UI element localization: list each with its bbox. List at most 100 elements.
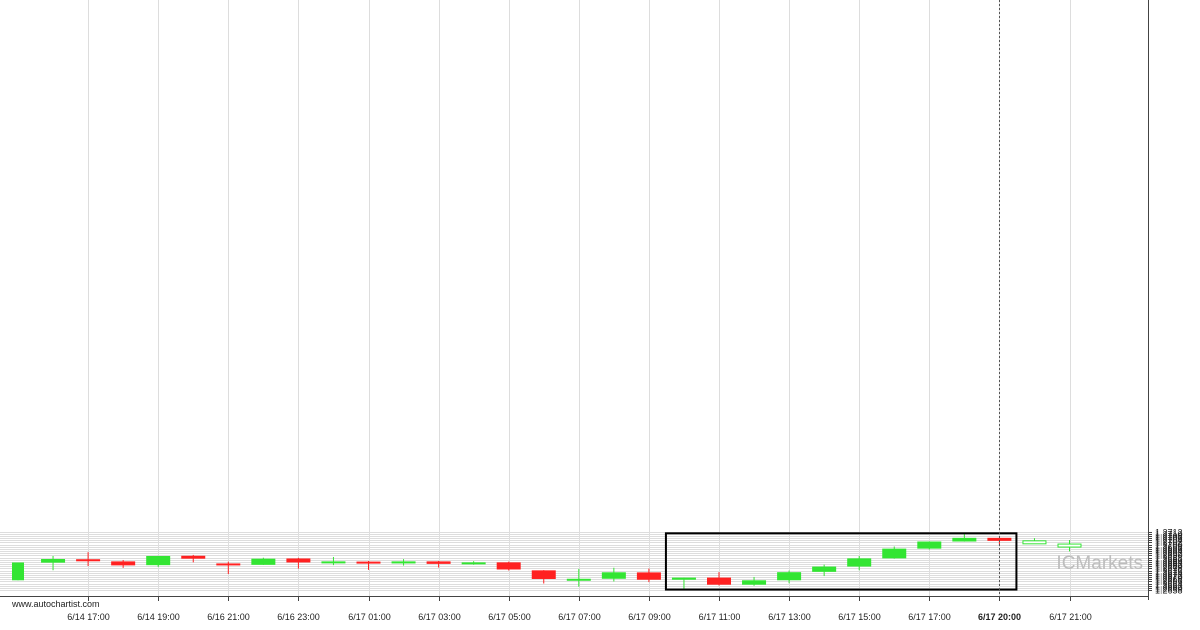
candle-bullish [952,533,977,542]
candle-body [707,577,731,585]
candle-bearish [707,572,731,586]
candlesticks [12,533,1082,590]
candle-body [917,541,942,549]
y-tick-label: 1.2686 [1155,556,1183,566]
y-tick-label: 1.2674 [1155,569,1183,579]
candle-bullish [321,556,346,566]
x-tick-label: 6/17 05:00 [488,612,531,622]
candle-body [777,572,802,581]
candle-bearish [216,561,241,575]
candle-bearish [426,560,451,568]
y-tick-label: 1.2696 [1155,545,1183,555]
candle-body [812,566,837,572]
candle-bullish [847,555,872,571]
candle-bullish [671,577,696,590]
y-tick-label: 1.2680 [1155,562,1183,572]
candle-body [251,558,276,565]
watermark-text: www.autochartist.com [11,599,100,609]
candle-body [216,563,241,566]
pattern-highlight-box [664,532,1018,591]
x-tick-label: 6/16 23:00 [277,612,320,622]
candle-bearish [286,557,311,569]
candle-body [952,537,977,542]
candle-body [12,562,24,581]
candle-bullish [251,557,276,565]
candle-body [601,572,626,579]
candle-body [1057,543,1082,548]
y-tick-label: 1.2688 [1155,554,1183,564]
candle-bullish [917,541,942,550]
candle-body [742,580,767,585]
candle-bullish [777,570,802,584]
y-tick-label: 1.2700 [1155,541,1183,551]
y-tick-label: 1.2662 [1155,582,1183,592]
candle-bearish [181,554,206,563]
candle-bearish [356,561,381,570]
candle-bearish [76,552,101,567]
y-tick-label: 1.2670 [1155,573,1183,583]
candle-body [882,548,907,559]
candle-body [496,562,521,570]
candle-body [356,561,381,564]
y-tick-label: 1.2702 [1155,538,1183,548]
candle-body [847,558,872,567]
candle-body [987,537,1012,541]
y-tick-label: 1.2678 [1155,564,1183,574]
x-tick-label: 6/17 21:00 [1049,612,1092,622]
candle-body [76,559,101,562]
candle-bearish [531,570,556,584]
chart-grid [0,0,1148,596]
candle-bullish [1057,539,1082,552]
x-tick-label: 6/17 20:00 [978,612,1021,622]
candle-body [321,561,346,564]
candle-body [146,555,171,566]
y-axis: 1.26581.26601.26621.26641.26661.26681.26… [1148,0,1183,600]
y-tick-label: 1.2664 [1155,580,1183,590]
x-tick-label: 6/17 03:00 [418,612,461,622]
x-tick-label: 6/17 07:00 [558,612,601,622]
x-tick-label: 6/17 17:00 [908,612,951,622]
y-tick-label: 1.2708 [1155,532,1183,542]
candle-body [111,561,136,566]
y-tick-label: 1.2658 [1155,586,1183,596]
x-tick-label: 6/17 09:00 [628,612,671,622]
candle-bullish [882,546,907,559]
candle-body [671,577,696,580]
x-tick-label: 6/17 01:00 [348,612,391,622]
candle-bullish [146,555,171,567]
candle-bearish [496,561,521,571]
candle-body [286,558,311,563]
y-tick-label: 1.2668 [1155,575,1183,585]
x-tick-label: 6/17 11:00 [699,612,741,622]
chart-overlays [664,0,1018,596]
y-tick-label: 1.2666 [1155,577,1183,587]
y-tick-label: 1.2710 [1155,530,1183,540]
candle-bullish [601,567,626,582]
candle-body [636,572,661,580]
y-tick-label: 1.2690 [1155,551,1183,561]
y-tick-label: 1.2704 [1155,536,1183,546]
y-tick-label: 1.2692 [1155,549,1183,559]
x-tick-label: 6/14 19:00 [137,612,180,622]
candle-body [531,570,556,579]
candle-bullish [742,576,767,586]
candle-body [566,578,591,581]
candle-bullish [566,568,591,587]
candle-body [461,562,486,565]
x-tick-label: 6/16 21:00 [207,612,250,622]
candle-body [426,561,451,564]
x-tick-label: 6/17 13:00 [768,612,811,622]
y-tick-label: 1.2672 [1155,571,1183,581]
x-axis: 6/14 17:00 6/14 19:00 6/16 21:00 6/16 23:00… [0,596,1149,622]
candle-body [181,555,206,559]
x-tick-label: 6/14 17:00 [67,612,110,622]
candle-bullish [41,555,66,571]
y-tick-label: 1.2706 [1155,534,1183,544]
x-tick-label: 6/17 15:00 [838,612,881,622]
candle-body [1022,540,1047,545]
candle-bullish [461,561,486,565]
candle-body [391,561,416,564]
candle-bullish [812,564,837,577]
y-tick-label: 1.2684 [1155,558,1183,568]
